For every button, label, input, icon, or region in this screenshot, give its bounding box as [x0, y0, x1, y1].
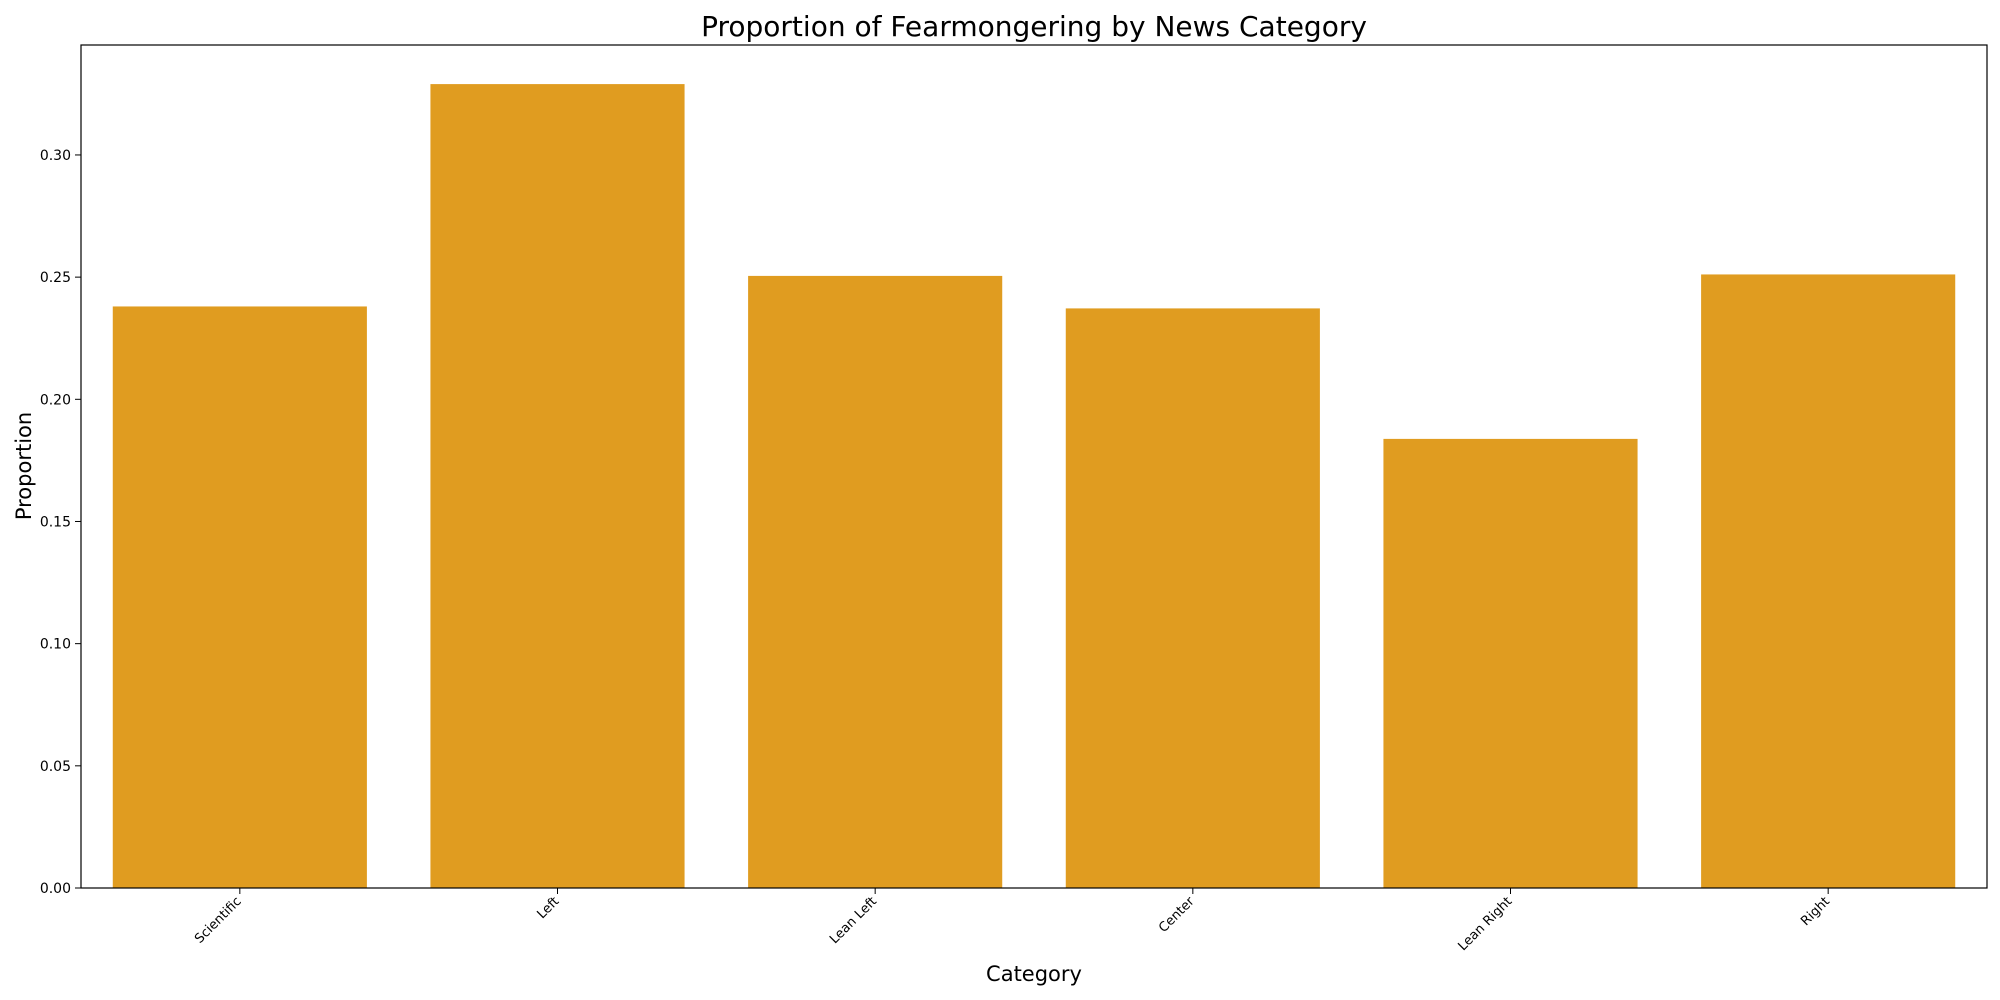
bar	[1383, 438, 1638, 888]
x-tick-label: Right	[1798, 894, 1833, 929]
y-tick-label: 0.25	[40, 270, 71, 286]
bar	[748, 275, 1003, 888]
y-tick-label: 0.30	[40, 148, 71, 164]
bar	[430, 84, 685, 889]
x-tick-label: Left	[534, 894, 562, 922]
plot-frame	[80, 44, 1988, 889]
bar	[112, 306, 367, 889]
bar	[1701, 274, 1956, 888]
bars	[112, 84, 1956, 889]
y-tick-label: 0.20	[40, 392, 71, 408]
bar	[1065, 308, 1320, 888]
y-axis-label: Proportion	[12, 412, 36, 520]
y-ticks: 0.00 0.05 0.10 0.15 0.20 0.25 0.30	[40, 148, 81, 897]
y-tick-label: 0.00	[40, 881, 71, 897]
x-axis-label: Category	[986, 962, 1082, 986]
chart-title: Proportion of Fearmongering by News Cate…	[701, 10, 1367, 43]
y-tick-label: 0.05	[40, 759, 71, 775]
x-ticks: Scientific Left Lean Left Center Lean Right R…	[192, 888, 1833, 954]
x-tick-label: Center	[1156, 894, 1198, 936]
x-tick-label: Scientific	[192, 894, 245, 947]
y-tick-label: 0.15	[40, 514, 71, 530]
y-tick-label: 0.10	[40, 637, 71, 653]
x-tick-label: Lean Left	[827, 894, 880, 947]
x-tick-label: Lean Right	[1456, 894, 1516, 954]
